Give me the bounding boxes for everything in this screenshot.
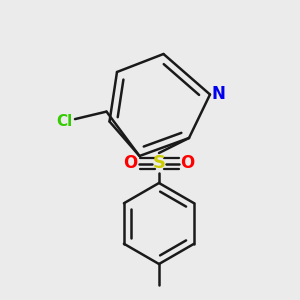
Text: Cl: Cl: [56, 114, 73, 129]
Text: O: O: [123, 154, 138, 172]
Text: O: O: [180, 154, 195, 172]
Text: N: N: [212, 85, 225, 103]
Text: S: S: [152, 154, 166, 172]
